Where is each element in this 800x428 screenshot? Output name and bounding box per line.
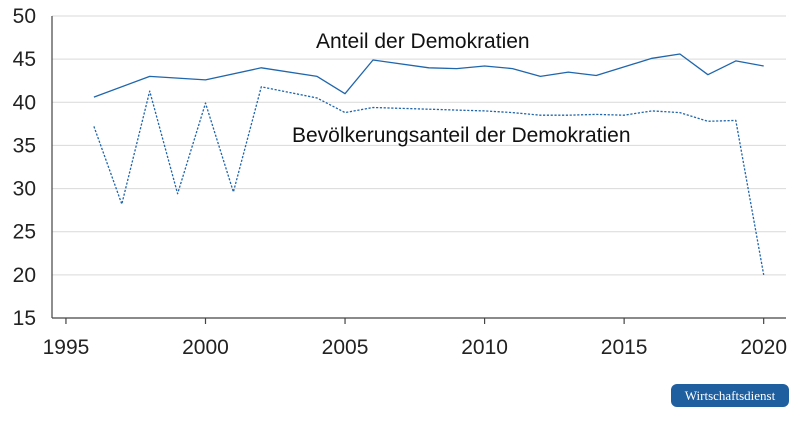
series-line-democracy-share	[93, 53, 764, 98]
series-lines	[93, 53, 765, 276]
series-label-democracy-share: Anteil der Demokratien	[316, 30, 530, 53]
series-line-population-share	[93, 86, 765, 276]
x-tick-label: 2005	[322, 336, 369, 359]
y-tick-label: 45	[13, 48, 36, 71]
x-tick-label: 1995	[43, 336, 90, 359]
y-tick-label: 30	[13, 178, 36, 201]
y-tick-label: 40	[13, 91, 36, 114]
y-tick-label: 20	[13, 264, 36, 287]
y-tick-label: 25	[13, 221, 36, 244]
grid-lines	[52, 15, 786, 276]
series-label-population-share: Bevölkerungsanteil der Demokratien	[292, 124, 631, 147]
x-tick-label: 2020	[740, 336, 787, 359]
x-tick-label: 2010	[461, 336, 508, 359]
x-tick-label: 2015	[601, 336, 648, 359]
source-badge: Wirtschaftsdienst	[671, 384, 789, 407]
x-tick-label: 2000	[182, 336, 229, 359]
axes: 15 20 25 30 35 40 45 50 1995 2000 2005 2010 2015 2020	[13, 5, 787, 359]
y-tick-label: 50	[13, 5, 36, 28]
y-tick-label: 35	[13, 134, 36, 157]
y-tick-label: 15	[13, 307, 36, 330]
